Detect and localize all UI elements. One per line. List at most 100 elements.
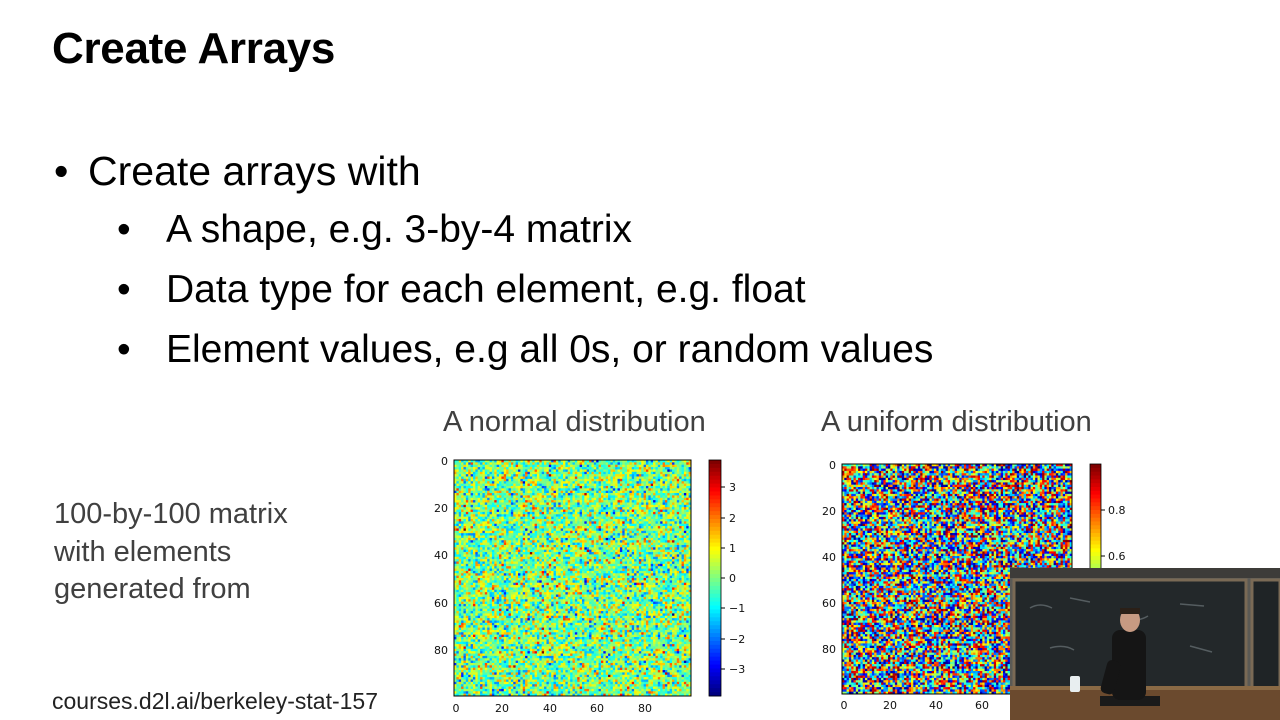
heatmap-cell (615, 542, 618, 546)
heatmap-cell (494, 497, 497, 501)
heatmap-cell (631, 511, 635, 515)
heatmap-cell (641, 481, 644, 484)
heatmap-cell (539, 570, 542, 574)
heatmap-cell (619, 497, 623, 501)
heatmap-cell (548, 504, 552, 508)
heatmap-cell (487, 497, 490, 501)
heatmap-cell (572, 493, 576, 496)
heatmap-cell (491, 540, 495, 543)
heatmap-cell (596, 573, 599, 576)
heatmap-cell (667, 542, 670, 546)
heatmap-cell (482, 535, 486, 539)
heatmap-cell (570, 535, 573, 539)
heatmap-cell (662, 471, 666, 475)
heatmap-cell (463, 493, 467, 496)
heatmap-cell (650, 493, 654, 496)
heatmap-cell (546, 483, 550, 487)
heatmap-cell (584, 507, 588, 510)
heatmap-cell (487, 554, 490, 558)
heatmap-cell (527, 552, 531, 555)
heatmap-cell (563, 476, 566, 480)
heatmap-cell (484, 488, 488, 491)
heatmap-cell (681, 495, 685, 499)
heatmap-cell (638, 500, 642, 503)
heatmap-cell (567, 547, 571, 550)
heatmap-cell (517, 483, 521, 487)
heatmap-cell (667, 483, 670, 487)
heatmap-cell (470, 469, 474, 473)
heatmap-cell (622, 523, 625, 527)
heatmap-cell (489, 533, 493, 536)
heatmap-cell (624, 516, 628, 520)
heatmap-cell (525, 483, 528, 487)
heatmap-cell (527, 483, 531, 487)
heatmap-cell (674, 493, 678, 496)
heatmap-cell (624, 542, 628, 546)
heatmap-cell (577, 528, 580, 532)
heatmap-cell (567, 530, 571, 534)
heatmap-cell (591, 523, 595, 527)
heatmap-cell (496, 483, 500, 487)
heatmap-cell (487, 533, 490, 536)
heatmap-cell (503, 570, 507, 574)
heatmap-cell (555, 511, 559, 515)
heatmap-cell (681, 474, 685, 477)
heatmap-cell (600, 488, 604, 491)
heatmap-cell (477, 542, 481, 546)
heatmap-cell (456, 504, 460, 508)
heatmap-cell (603, 509, 606, 513)
heatmap-cell (553, 556, 557, 560)
heatmap-cell (655, 474, 659, 477)
heatmap-cell (565, 467, 569, 470)
heatmap-cell (683, 547, 687, 550)
heatmap-cell (489, 507, 493, 510)
heatmap-cell (458, 516, 462, 520)
heatmap-cell (482, 507, 486, 510)
heatmap-cell (608, 514, 611, 517)
heatmap-cell (565, 535, 569, 539)
heatmap-cell (603, 488, 606, 491)
heatmap-cell (581, 519, 585, 522)
heatmap-cell (567, 464, 571, 468)
heatmap-cell (513, 540, 516, 543)
heatmap-cell (574, 566, 578, 569)
heatmap-cell (454, 570, 457, 574)
heatmap-cell (565, 478, 569, 482)
heatmap-cell (636, 542, 640, 546)
heatmap-cell (586, 540, 590, 543)
heatmap-cell (669, 493, 673, 496)
heatmap-cell (617, 568, 621, 572)
heatmap-cell (603, 559, 606, 562)
heatmap-cell (605, 549, 609, 553)
heatmap-cell (458, 460, 462, 463)
heatmap-cell (645, 540, 649, 543)
heatmap-cell (536, 476, 540, 480)
heatmap-cell (577, 467, 580, 470)
heatmap-cell (570, 521, 573, 525)
heatmap-cell (494, 467, 497, 470)
heatmap-cell (631, 474, 635, 477)
heatmap-cell (560, 547, 564, 550)
heatmap-cell (477, 526, 481, 529)
heatmap-cell (581, 493, 585, 496)
heatmap-cell (586, 561, 590, 565)
heatmap-cell (664, 516, 668, 520)
heatmap-cell (579, 490, 583, 494)
heatmap-cell (470, 504, 474, 508)
heatmap-cell (688, 523, 692, 527)
heatmap-cell (627, 467, 630, 470)
heatmap-cell (458, 566, 462, 569)
heatmap-cell (643, 547, 647, 550)
heatmap-cell (532, 507, 535, 510)
heatmap-cell (572, 554, 576, 558)
heatmap-cell (461, 537, 464, 541)
heatmap-cell (589, 478, 592, 482)
heatmap-cell (596, 559, 599, 562)
heatmap-cell (565, 573, 569, 576)
heatmap-cell (567, 544, 571, 548)
heatmap-cell (572, 500, 576, 503)
heatmap-cell (664, 530, 668, 534)
heatmap-cell (499, 507, 502, 510)
heatmap-cell (608, 476, 611, 480)
heatmap-cell (655, 516, 659, 520)
